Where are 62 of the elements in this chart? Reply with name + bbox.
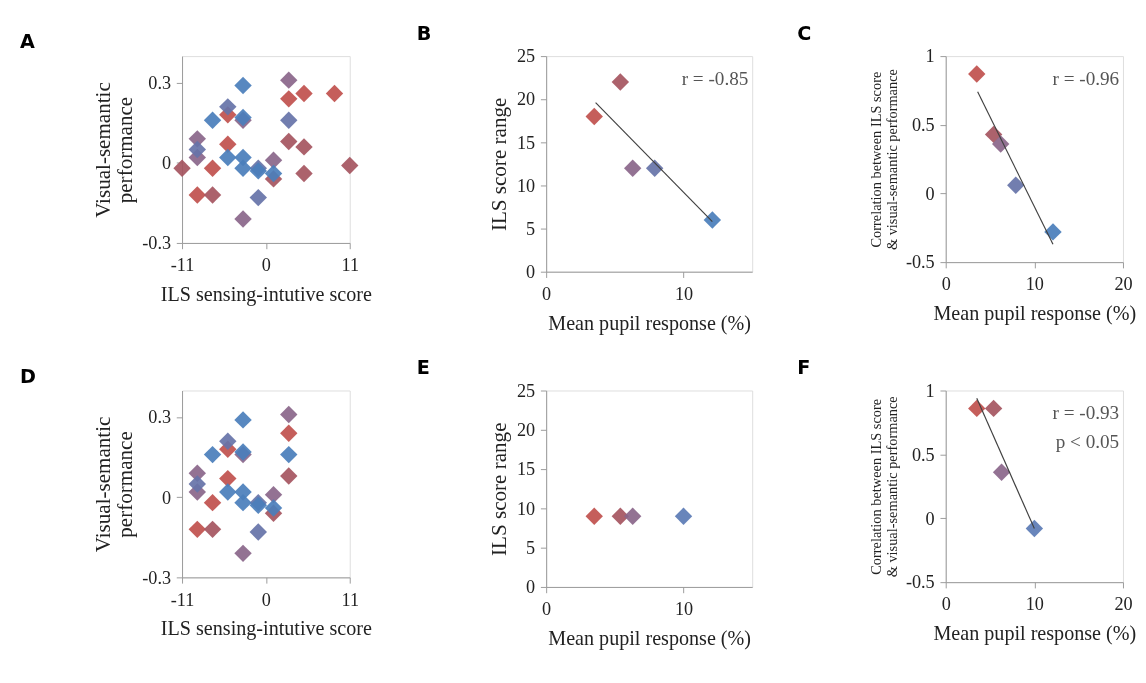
x-tick-label: 20: [1114, 594, 1133, 615]
x-tick-label: 10: [674, 283, 694, 304]
annotation: p < 0.05: [1055, 431, 1120, 453]
x-tick-label: 0: [261, 255, 271, 276]
y-axis-title: Correlation between ILS score & visual-semantic performance: [867, 396, 901, 578]
y-tick-label: 25: [516, 380, 536, 401]
x-tick-label: 10: [674, 599, 694, 620]
y-tick-label: 5: [526, 537, 536, 558]
y-tick-label: -0.5: [905, 252, 935, 273]
y-tick-label: 0: [161, 487, 172, 508]
x-tick-label: 0: [542, 599, 552, 620]
annotation: r = -0.93: [1052, 402, 1120, 424]
text: D: [20, 364, 36, 388]
y-axis-title: Visual-semantic performance: [90, 416, 137, 553]
x-tick-label: 20: [1114, 274, 1133, 295]
chart-title: B: [416, 21, 432, 45]
y-tick-label: 20: [516, 420, 536, 441]
y-axis-title: Visual-semantic performance: [90, 82, 137, 218]
y-tick-label: -0.5: [905, 572, 935, 593]
x-tick-label: -11: [170, 255, 195, 276]
y-tick-label: 25: [516, 46, 536, 67]
y-tick-label: 0.5: [911, 444, 935, 465]
y-tick-label: 0: [161, 153, 172, 174]
annotation: r = -0.96: [1052, 67, 1120, 89]
chart-title: E: [416, 356, 430, 380]
chart-title: C: [797, 21, 812, 45]
text: A: [20, 30, 36, 54]
y-tick-label: 10: [516, 498, 536, 519]
x-axis-title: ILS sensing-intutive score: [160, 617, 373, 641]
chart-title: F: [797, 356, 811, 380]
x-tick-label: -11: [170, 589, 195, 610]
x-tick-label: 11: [341, 255, 359, 276]
y-tick-label: 20: [516, 89, 536, 110]
x-axis-title: ILS sensing-intutive score: [160, 282, 373, 306]
y-tick-label: 0.3: [148, 73, 172, 94]
y-axis-title: Correlation between ILS score & visual-semantic performance: [867, 69, 901, 251]
y-tick-label: 10: [516, 175, 536, 196]
x-tick-label: 10: [1025, 594, 1044, 615]
x-tick-label: 0: [941, 274, 951, 295]
x-tick-label: 0: [542, 283, 552, 304]
annotation: r = -0.85: [681, 67, 749, 89]
x-axis-title: Mean pupil response (%): [933, 622, 1137, 646]
y-tick-label: 0: [925, 183, 935, 204]
x-tick-label: 0: [941, 594, 951, 615]
y-tick-label: 1: [925, 380, 935, 401]
y-axis-title: ILS score range: [487, 422, 512, 556]
y-tick-label: 15: [516, 132, 536, 153]
x-axis-title: Mean pupil response (%): [933, 302, 1137, 326]
x-tick-label: 11: [341, 589, 359, 610]
y-tick-label: 1: [925, 46, 935, 67]
y-axis-title: ILS score range: [487, 97, 512, 232]
y-tick-label: 0: [925, 508, 935, 529]
x-tick-label: 0: [261, 589, 271, 610]
x-tick-label: 10: [1025, 274, 1044, 295]
x-axis-title: Mean pupil response (%): [548, 311, 752, 335]
y-tick-label: -0.3: [142, 567, 172, 588]
x-axis-title: Mean pupil response (%): [548, 626, 752, 650]
y-tick-label: 15: [516, 459, 536, 480]
y-tick-label: 0.3: [148, 407, 172, 428]
y-tick-label: 5: [526, 218, 536, 239]
y-tick-label: -0.3: [142, 233, 172, 254]
y-tick-label: 0.5: [911, 115, 935, 136]
